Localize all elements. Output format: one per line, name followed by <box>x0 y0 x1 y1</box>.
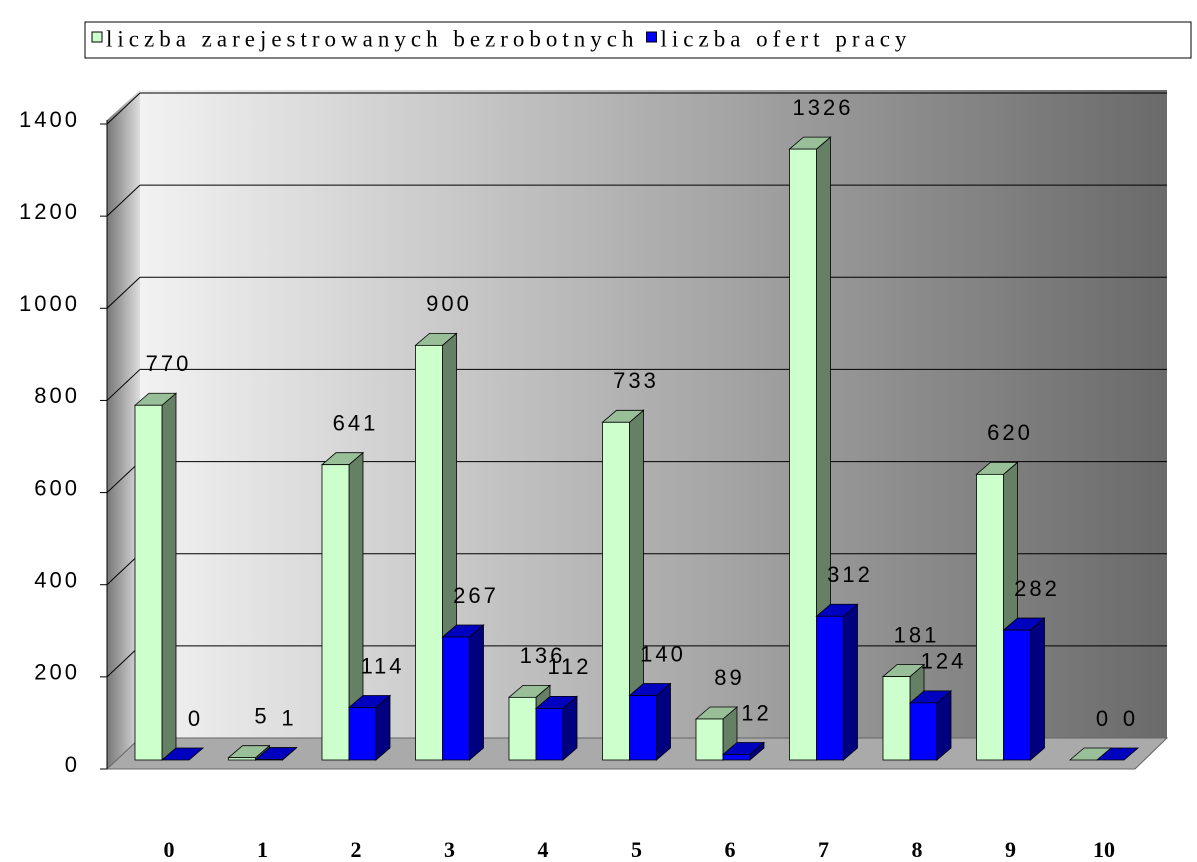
data-label: 0 <box>1096 706 1111 731</box>
bar <box>976 473 1004 761</box>
x-tick-label: 7 <box>818 837 829 862</box>
data-label: 282 <box>1014 576 1060 601</box>
y-tick-label: 600 <box>34 475 80 500</box>
data-label: 900 <box>426 291 472 316</box>
y-tick-label: 800 <box>34 383 80 408</box>
x-tick-label: 5 <box>631 837 642 862</box>
bar <box>789 148 817 761</box>
x-tick-label: 2 <box>351 837 362 862</box>
y-tick-label: 400 <box>34 568 80 593</box>
bar <box>535 708 564 761</box>
data-label: 620 <box>987 420 1033 445</box>
data-label: 267 <box>453 583 499 608</box>
back-wall <box>140 90 1167 738</box>
grid-line <box>106 92 141 125</box>
y-tick-label: 1000 <box>19 291 80 316</box>
data-label: 312 <box>827 562 873 587</box>
y-tick-label: 1400 <box>19 107 80 132</box>
data-label: 0 <box>1123 706 1138 731</box>
bar <box>415 344 443 761</box>
x-tick-label: 0 <box>164 837 175 862</box>
y-tick-label: 0 <box>65 752 80 777</box>
bar-top <box>1095 747 1140 761</box>
data-label: 112 <box>547 654 591 679</box>
bar-side <box>469 624 484 761</box>
bar <box>1003 629 1031 761</box>
legend-box <box>84 21 1192 59</box>
bar <box>722 754 751 761</box>
bar <box>629 695 657 761</box>
bar <box>602 421 630 761</box>
x-tick-label: 1 <box>257 837 268 862</box>
data-label: 89 <box>714 665 744 690</box>
data-label: 733 <box>613 368 659 393</box>
x-tick-label: 4 <box>538 837 549 862</box>
legend-swatch <box>646 31 657 43</box>
data-label: 140 <box>640 641 686 666</box>
bar-side <box>1030 617 1045 761</box>
legend-label: liczba ofert pracy <box>661 26 912 51</box>
bar <box>508 696 537 761</box>
grid-line <box>106 553 141 586</box>
data-label: 5 <box>254 704 269 729</box>
y-tick-label: 1200 <box>19 199 80 224</box>
bar <box>695 718 724 761</box>
legend-swatch <box>91 31 103 43</box>
data-label: 0 <box>188 706 203 731</box>
x-tick-label: 9 <box>1005 837 1016 862</box>
y-tick-label: 200 <box>34 660 80 685</box>
data-label: 124 <box>921 649 967 674</box>
data-label: 1326 <box>793 95 854 120</box>
bar <box>909 702 938 761</box>
grid-line <box>106 461 141 493</box>
grid-line <box>106 645 141 678</box>
x-tick-label: 3 <box>444 837 455 862</box>
bar <box>134 404 163 761</box>
bar <box>321 464 350 761</box>
bar <box>882 676 911 761</box>
data-label: 114 <box>360 653 404 678</box>
x-tick-label: 8 <box>912 837 923 862</box>
data-label: 1 <box>281 705 296 730</box>
bar <box>442 636 470 761</box>
grid-line <box>106 369 141 401</box>
x-tick-label: 6 <box>725 837 736 862</box>
data-label: 136 <box>520 643 566 668</box>
bar-side <box>656 682 671 761</box>
side-wall <box>107 90 140 769</box>
grid-line <box>106 276 141 309</box>
data-label: 641 <box>333 410 379 435</box>
x-tick-label: 10 <box>1093 837 1115 862</box>
bar-top <box>160 747 205 761</box>
bar <box>228 757 256 761</box>
legend-label: liczba zarejestrowanych bezrobotnych <box>106 26 639 51</box>
data-label: 181 <box>894 622 940 647</box>
data-label: 770 <box>146 351 192 376</box>
data-label: 12 <box>741 700 771 725</box>
bar <box>816 615 844 761</box>
bar-side <box>161 392 177 761</box>
bar-side <box>843 603 858 761</box>
grid-line <box>106 184 141 217</box>
bar <box>348 707 377 761</box>
